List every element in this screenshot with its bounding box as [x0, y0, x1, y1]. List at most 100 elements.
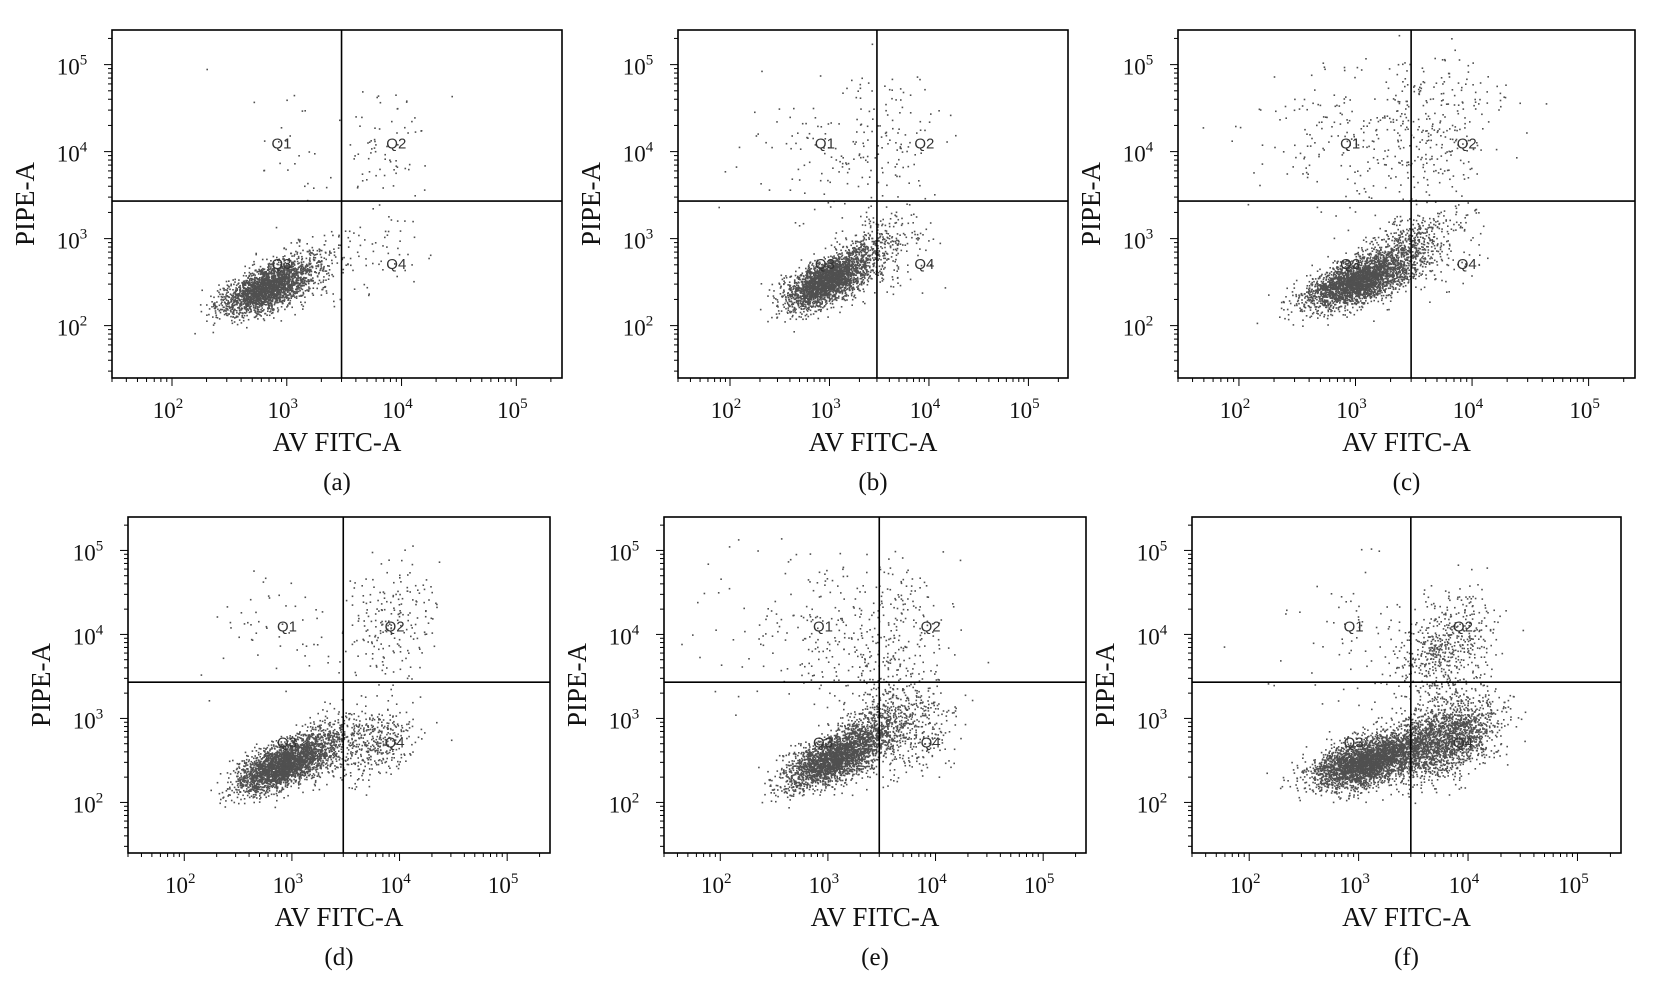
- y-axis-ticks: [104, 37, 112, 372]
- scatter-point: [872, 252, 874, 255]
- scatter-point: [265, 285, 268, 288]
- x-tick-label: 102: [153, 396, 184, 423]
- scatter-point: [789, 288, 792, 291]
- scatter-point: [274, 282, 276, 284]
- scatter-point: [818, 263, 820, 266]
- scatter-point: [404, 167, 407, 170]
- scatter-point: [843, 257, 845, 260]
- scatter-point: [253, 273, 255, 275]
- scatter-point: [817, 275, 820, 278]
- scatter-point: [773, 290, 775, 292]
- scatter-point: [247, 277, 249, 279]
- scatter-point: [211, 301, 213, 303]
- scatter-point: [822, 269, 824, 271]
- scatter-point: [236, 323, 239, 326]
- scatter-point: [295, 285, 298, 288]
- scatter-point: [247, 308, 249, 310]
- scatter-point: [284, 294, 287, 296]
- scatter-point: [858, 289, 860, 292]
- scatter-point: [842, 283, 844, 286]
- scatter-point: [246, 292, 249, 294]
- scatter-point: [395, 94, 397, 96]
- scatter-point: [782, 295, 784, 297]
- scatter-point: [795, 308, 797, 311]
- scatter-point: [291, 269, 293, 271]
- scatter-point: [283, 262, 285, 265]
- scatter-point: [797, 300, 799, 303]
- scatter-point: [779, 293, 782, 295]
- scatter-point: [268, 279, 270, 282]
- scatter-point: [248, 302, 251, 304]
- scatter-point: [857, 271, 859, 274]
- scatter-point: [236, 289, 238, 292]
- scatter-point: [396, 166, 399, 168]
- scatter-point: [821, 263, 824, 266]
- scatter-point: [270, 272, 273, 274]
- scatter-point: [784, 302, 786, 305]
- scatter-point: [791, 294, 794, 296]
- scatter-point: [253, 263, 256, 266]
- scatter-point: [273, 296, 276, 298]
- scatter-point: [206, 320, 208, 322]
- scatter-point: [838, 291, 840, 294]
- scatter-point: [802, 287, 805, 290]
- scatter-point: [252, 290, 255, 293]
- scatter-point: [338, 234, 340, 237]
- scatter-point: [309, 287, 311, 290]
- scatter-point: [820, 310, 822, 313]
- scatter-point: [278, 277, 281, 280]
- scatter-point: [298, 286, 301, 289]
- scatter-point: [844, 266, 846, 269]
- scatter-point: [214, 310, 217, 312]
- scatter-point: [834, 278, 837, 280]
- scatter-point: [827, 294, 830, 296]
- scatter-point: [251, 302, 253, 304]
- scatter-point: [221, 296, 224, 298]
- scatter-point: [278, 259, 281, 261]
- scatter-point: [260, 298, 262, 301]
- scatter-point: [277, 292, 279, 294]
- scatter-point: [325, 279, 327, 281]
- scatter-point: [859, 247, 861, 249]
- scatter-point: [309, 252, 312, 254]
- scatter-point: [395, 160, 397, 162]
- scatter-point: [797, 303, 799, 305]
- scatter-point: [258, 313, 260, 316]
- scatter-point: [853, 272, 855, 275]
- scatter-point: [306, 250, 309, 253]
- scatter-point: [225, 307, 228, 310]
- scatter-point: [275, 293, 278, 296]
- scatter-point: [268, 268, 271, 271]
- scatter-point: [242, 280, 245, 283]
- scatter-point: [866, 259, 868, 262]
- scatter-point: [270, 294, 273, 296]
- scatter-point: [310, 274, 312, 277]
- scatter-point: [867, 250, 870, 252]
- scatter-point: [237, 302, 240, 304]
- scatter-point: [810, 291, 813, 294]
- scatter-point: [249, 296, 251, 298]
- scatter-point: [429, 254, 432, 257]
- scatter-point: [897, 266, 900, 268]
- plot-frame: [677, 29, 1069, 379]
- scatter-point: [838, 271, 840, 273]
- scatter-point: [253, 301, 256, 304]
- scatter-point: [813, 274, 815, 276]
- scatter-point: [290, 242, 293, 244]
- scatter-point: [244, 308, 247, 310]
- y-tick-label: 104: [57, 140, 88, 167]
- scatter-point: [287, 286, 290, 289]
- scatter-point: [302, 291, 305, 294]
- scatter-point: [300, 270, 303, 272]
- scatter-point: [288, 268, 291, 271]
- scatter-point: [292, 265, 295, 268]
- scatter-point: [791, 302, 794, 305]
- scatter-point: [292, 282, 294, 285]
- scatter-point: [280, 274, 283, 276]
- scatter-point: [869, 265, 871, 268]
- scatter-point: [834, 262, 837, 265]
- scatter-point: [320, 260, 322, 263]
- scatter-point: [257, 296, 259, 298]
- scatter-point: [805, 267, 807, 270]
- scatter-point: [797, 293, 799, 296]
